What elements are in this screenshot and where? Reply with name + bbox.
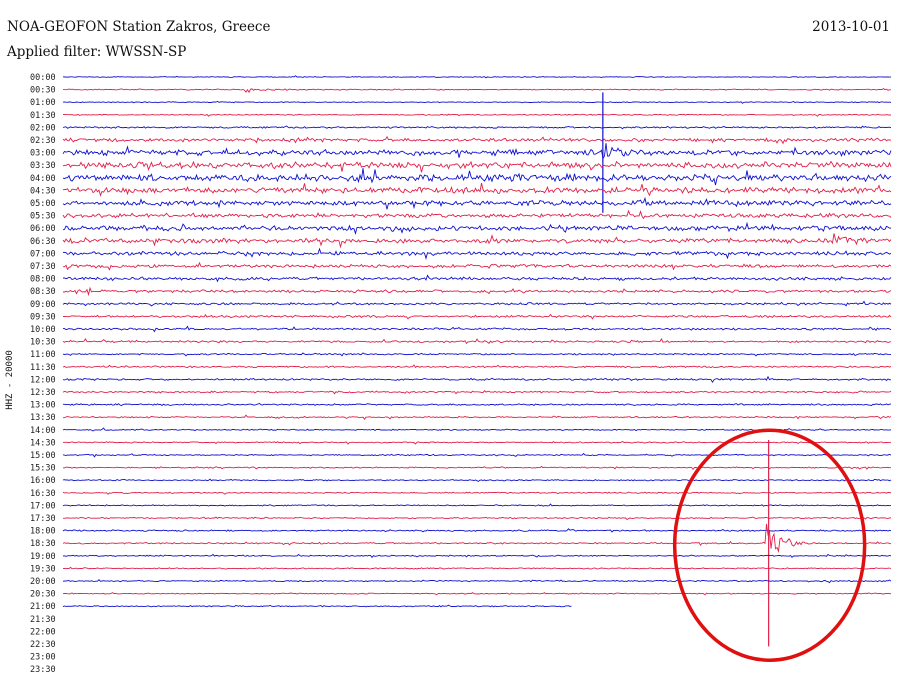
trace-row [62,182,892,197]
row-time-label: 16:00 [30,476,56,486]
trace-row [63,414,892,420]
row-time-label: 10:30 [30,338,56,348]
row-time-label: 20:30 [30,590,56,600]
row-time-label: 19:00 [30,552,56,562]
trace-row [62,113,891,117]
trace-row [62,478,892,482]
trace-row [62,364,892,369]
row-time-label: 02:30 [30,136,56,146]
row-time-label: 11:30 [30,363,56,373]
trace-row [62,375,892,384]
trace-row [63,516,892,521]
row-time-label: 00:30 [30,86,56,96]
trace-row [62,100,892,104]
row-time-label: 00:00 [30,73,56,83]
trace-row [62,160,892,173]
trace-row [62,135,892,145]
trace-row [62,452,892,458]
trace-row [62,325,892,333]
row-time-label: 02:00 [30,123,56,133]
trace-row [62,125,892,130]
trace-row [62,352,892,357]
trace-row [62,87,891,94]
row-time-label: 13:00 [30,401,56,411]
trace-row [62,390,892,395]
filter-label: Applied filter: WWSSN-SP [7,44,187,60]
row-time-label: 15:30 [30,464,56,474]
row-time-label: 14:30 [30,438,56,448]
highlight-circle [672,428,867,662]
row-time-label: 08:00 [30,275,56,285]
row-time-label: 22:00 [30,627,56,637]
row-time-label: 21:00 [30,602,56,612]
row-time-label: 23:30 [30,665,56,675]
row-time-label: 09:00 [30,300,56,310]
row-time-label: 03:00 [30,149,56,159]
row-time-label: 14:00 [30,426,56,436]
row-time-label: 08:30 [30,287,56,297]
page-title: NOA-GEOFON Station Zakros, Greece [7,19,271,35]
trace-row [62,604,572,608]
row-time-label: 10:00 [30,325,56,335]
trace-row [62,261,892,271]
trace-row [62,300,892,307]
record-date: 2013-10-01 [812,19,890,35]
trace-row [62,233,892,249]
row-time-label: 18:30 [30,539,56,549]
y-axis-label: HHZ - 20000 [5,350,15,410]
row-time-label: 16:30 [30,489,56,499]
row-time-label: 12:30 [30,388,56,398]
row-time-label: 19:30 [30,564,56,574]
row-time-label: 09:30 [30,312,56,322]
row-time-label: 06:00 [30,224,56,234]
trace-row [62,196,892,210]
row-time-label: 11:00 [30,350,56,360]
row-time-label: 13:30 [30,413,56,423]
trace-row [62,143,892,161]
trace-row [62,553,892,559]
row-time-label: 05:30 [30,212,56,222]
trace-row [62,503,892,507]
trace-row [62,528,892,533]
row-time-label: 04:30 [30,186,56,196]
trace-row [62,337,892,345]
row-time-label: 17:00 [30,501,56,511]
trace-row [63,286,892,297]
trace-row [62,75,891,79]
trace-row [62,579,892,584]
row-time-label: 01:30 [30,111,56,121]
row-time-label: 07:00 [30,249,56,259]
row-time-label: 05:00 [30,199,56,209]
trace-row [62,221,892,236]
row-time-label: 20:00 [30,577,56,587]
trace-row [62,523,892,553]
trace-row [62,209,892,220]
row-time-label: 12:00 [30,375,56,385]
row-time-label: 17:30 [30,514,56,524]
trace-row [62,247,892,260]
trace-row [62,566,892,570]
row-time-label: 01:00 [30,98,56,108]
trace-row [62,402,892,407]
row-time-label: 18:00 [30,527,56,537]
row-time-label: 22:30 [30,640,56,650]
row-time-label: 04:00 [30,174,56,184]
trace-row [62,465,892,471]
trace-row [62,274,892,283]
trace-row [62,491,892,495]
row-time-label: 15:00 [30,451,56,461]
trace-row [62,592,892,596]
row-time-label: 03:30 [30,161,56,171]
trace-row [62,168,892,186]
row-time-label: 23:00 [30,653,56,663]
trace-row [62,313,892,320]
row-time-label: 07:30 [30,262,56,272]
trace-row [62,440,892,445]
row-time-label: 06:30 [30,237,56,247]
row-time-label: 21:30 [30,615,56,625]
